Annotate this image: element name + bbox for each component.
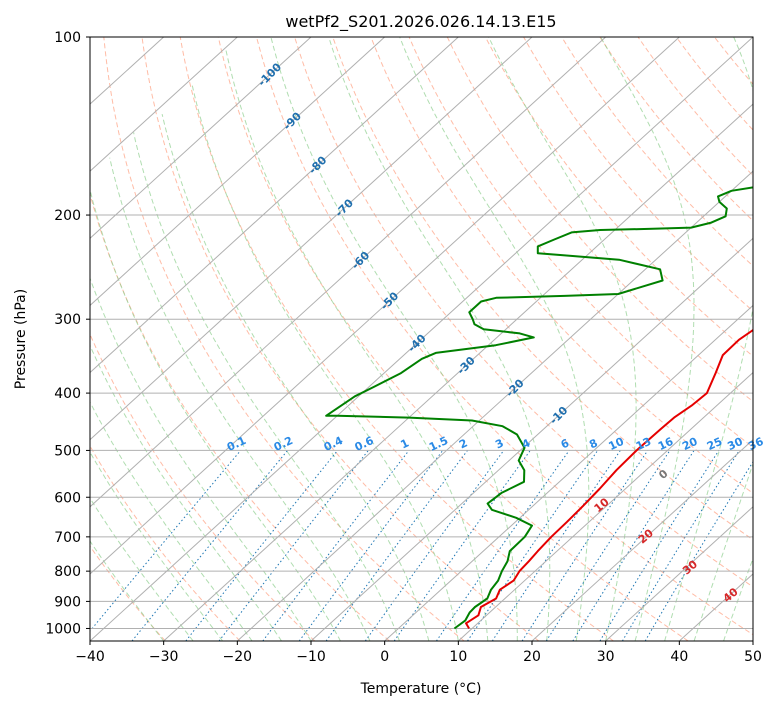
- dry-adiabat-line: [90, 333, 316, 641]
- x-tick-label: 30: [597, 649, 615, 665]
- moist-adiabat-line: [90, 540, 165, 641]
- y-axis-label: Pressure (hPa): [13, 289, 29, 389]
- x-tick-label: −20: [223, 649, 253, 665]
- x-tick-label: −10: [296, 649, 326, 665]
- isotherm-line: [752, 640, 753, 641]
- isotherm-line: [90, 37, 312, 240]
- mixing-ratio-line: [467, 450, 599, 641]
- mixing-ratio-line: [521, 450, 649, 641]
- moist-adiabat-line: [90, 401, 253, 641]
- x-tick-label: −40: [75, 649, 105, 665]
- y-tick-label: 300: [54, 312, 81, 328]
- y-tick-label: 500: [54, 443, 81, 459]
- y-tick-label: 100: [54, 30, 81, 46]
- mixing-ratio-label: 36: [746, 435, 766, 453]
- moist-adiabat-line: [693, 462, 753, 641]
- moist-adiabat-line: [270, 37, 518, 641]
- y-tick-label: 900: [54, 594, 81, 610]
- mixing-ratio-line: [545, 450, 671, 641]
- isotherm-line: [90, 37, 460, 374]
- mixing-ratio-label: 16: [656, 435, 676, 453]
- dry-adiabat-line: [255, 37, 753, 636]
- dry-adiabat-line: [179, 37, 614, 641]
- y-tick-label: 1000: [45, 621, 81, 637]
- moist-adiabat-line: [225, 49, 489, 641]
- isotherm-line: [90, 37, 533, 441]
- x-axis-label: Temperature (°C): [360, 681, 482, 697]
- dry-adiabat-line: [484, 37, 753, 357]
- isotherm-line: [90, 37, 386, 307]
- mixing-ratio-line: [325, 450, 468, 641]
- mixing-ratio-line: [131, 450, 288, 641]
- mixing-ratio-line: [491, 450, 621, 641]
- y-tick-label: 600: [54, 490, 81, 506]
- moist-adiabat-line: [399, 37, 590, 641]
- moist-adiabat-line: [90, 276, 312, 641]
- chart-title: wetPf2_S201.2026.026.14.13.E15: [285, 12, 556, 32]
- mixing-ratio-line: [364, 450, 505, 641]
- dry-adiabat-line: [332, 37, 753, 541]
- moist-adiabat-line: [191, 83, 459, 641]
- y-axis-ticks: 100 200 300 400 500 600 700 800 900 1000: [45, 30, 90, 637]
- y-tick-label: 800: [54, 564, 81, 580]
- isotherm-line: [236, 170, 753, 641]
- x-tick-label: 40: [670, 649, 688, 665]
- grid-lines: [90, 37, 753, 641]
- x-tick-label: 50: [744, 649, 762, 665]
- mixing-ratio-line: [572, 450, 695, 641]
- plot-frame: [89, 36, 754, 642]
- mixing-ratio-line: [90, 450, 242, 632]
- moist-adiabat-line: [488, 37, 637, 641]
- y-tick-label: 200: [54, 208, 81, 224]
- isotherm-line: [90, 37, 753, 641]
- isotherm-line: [605, 506, 753, 641]
- mixing-ratio-line: [298, 450, 444, 641]
- dry-adiabat-line: [370, 37, 753, 494]
- y-tick-label: 700: [54, 530, 81, 546]
- x-axis-ticks: −40 −30 −20 −10 0 10 20 30 40 50: [75, 641, 762, 665]
- dry-adiabat-line: [103, 37, 465, 641]
- mixing-ratio-line: [435, 450, 570, 641]
- dewpoint-line: [325, 186, 753, 630]
- mixing-ratio-label: 10: [607, 435, 627, 453]
- isotherm-line: [457, 371, 753, 641]
- x-tick-label: 0: [380, 649, 389, 665]
- isotherm-line: [90, 37, 239, 172]
- temperature-line: [465, 328, 753, 630]
- mixing-ratio-label: 30: [725, 435, 745, 453]
- mixing-ratio-label: 20: [680, 435, 700, 453]
- moist-adiabat-line: [90, 344, 282, 641]
- x-tick-label: 10: [449, 649, 467, 665]
- mixing-ratio-line: [599, 450, 720, 641]
- y-tick-label: 400: [54, 386, 81, 402]
- mixing-ratio-label: 13: [634, 435, 653, 453]
- mixing-ratio-line: [262, 450, 410, 641]
- moist-adiabat-line: [161, 113, 430, 641]
- sounding-series: [325, 186, 753, 630]
- isotherm-line: [310, 237, 753, 641]
- isotherm-line: [90, 37, 681, 575]
- isotherm-line: [90, 37, 607, 508]
- moist-adiabat-line: [90, 187, 341, 641]
- moist-adiabat-line: [723, 557, 753, 641]
- moist-adiabat-line: [600, 37, 695, 641]
- dry-adiabat-line: [408, 37, 753, 448]
- moist-adiabat-line: [90, 497, 194, 641]
- moist-adiabat-line: [664, 37, 753, 641]
- x-tick-label: −30: [149, 649, 179, 665]
- mixing-ratio-line: [621, 450, 740, 641]
- isotherm-line: [384, 304, 753, 641]
- x-tick-label: 20: [523, 649, 541, 665]
- isotherm-line: [531, 438, 753, 641]
- mixing-ratio-label: 25: [705, 435, 724, 453]
- mixing-ratio-line: [185, 450, 338, 641]
